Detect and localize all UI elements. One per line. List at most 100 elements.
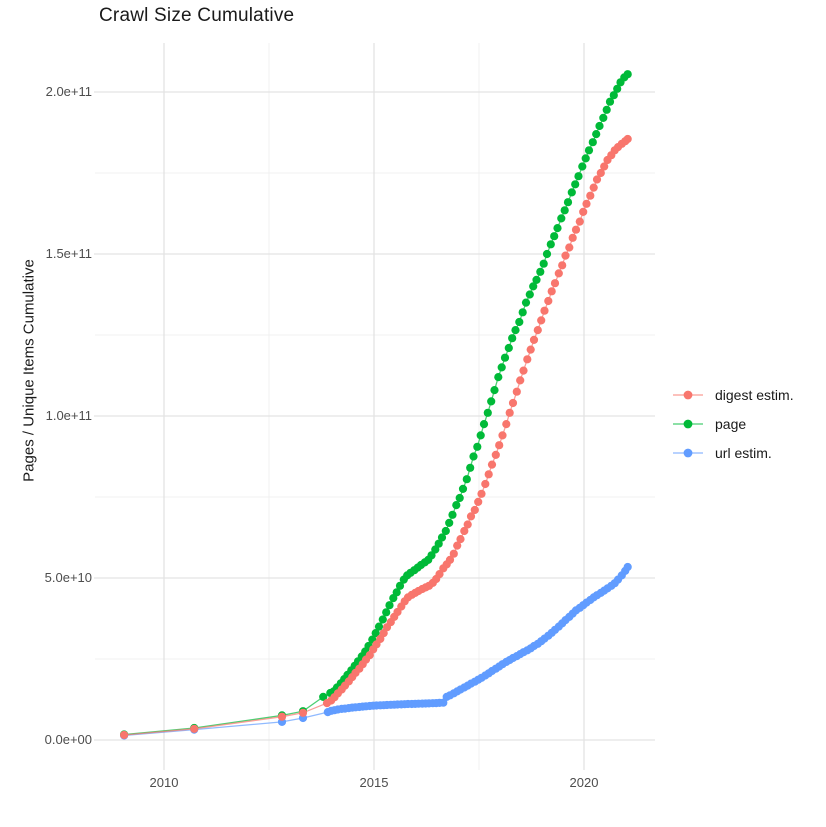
x-tick-label: 2010 [149,775,179,790]
data-point [547,287,556,296]
data-point [596,168,605,178]
data-point [519,366,528,375]
data-point [623,70,632,79]
data-point [441,526,450,536]
data-point [537,316,546,325]
data-point [484,470,493,479]
data-point [605,97,615,106]
data-point [550,279,560,288]
data-point [491,450,500,459]
data-point [476,431,485,440]
data-point [586,191,595,200]
data-point [568,233,577,242]
data-point [463,520,472,529]
data-point [550,232,559,241]
data-point [505,408,514,417]
data-point [574,172,583,181]
data-point [298,708,308,717]
data-point [567,188,576,197]
data-point [487,397,496,406]
data-point [563,198,573,207]
data-point [502,420,511,429]
data-point [427,551,436,560]
data-point [374,622,384,631]
data-point [453,541,462,550]
data-point [579,207,588,216]
legend-key-url-icon [673,448,703,457]
data-point [462,475,471,484]
data-point [395,581,405,590]
y-tick-label: 1.5e+11 [45,246,92,261]
series-page [120,70,632,739]
data-point [544,296,553,306]
data-point [382,608,391,617]
y-tick-label: 5.0e+10 [44,570,92,585]
data-point [495,441,504,450]
data-point [448,510,457,519]
data-point [481,479,490,489]
data-point [546,240,555,249]
data-point [588,138,597,147]
data-point [508,334,517,343]
data-point [599,113,608,122]
data-point [378,615,387,624]
data-point [434,539,443,548]
data-point [523,355,532,364]
data-point [392,588,401,597]
data-point [532,275,541,284]
data-point [571,225,581,234]
data-point [470,505,479,515]
data-point [466,512,476,521]
data-point [371,629,380,638]
data-point [494,373,503,382]
data-point [561,251,570,260]
data-point [553,224,562,233]
data-point [529,335,539,344]
data-point [120,730,129,740]
data-point [560,206,569,215]
data-point [498,431,507,440]
data-point [456,535,465,544]
data-point [592,175,602,184]
data-point [595,121,604,131]
data-point [477,489,486,498]
legend-key-digest-icon [673,390,703,399]
data-point [589,183,598,192]
data-point [521,298,531,307]
data-point [558,261,567,270]
data-point [445,518,454,528]
data-point [449,549,458,558]
data-point [277,712,287,721]
data-point [602,105,611,114]
legend-key-page-icon [673,419,703,428]
data-point [479,420,489,429]
series-url-estim [120,562,632,740]
x-tick-label: 2015 [359,775,389,790]
y-tick-label: 1.0e+11 [45,408,92,423]
data-point [516,376,525,385]
x-tick-label: 2020 [569,775,599,790]
y-tick-label: 2.0e+11 [45,84,92,99]
data-point [518,308,527,317]
data-point [529,282,538,291]
data-point [539,259,548,268]
legend-item-digest-estim: digest estim. [670,380,794,409]
data-point [581,154,590,163]
data-point [613,84,622,93]
data-point [609,91,618,100]
legend-label: digest estim. [715,386,794,403]
data-point [504,343,513,353]
data-point [565,243,574,252]
data-point [435,570,444,579]
series-digest-estim [120,134,632,740]
data-point [508,398,518,408]
data-point [190,724,199,733]
data-point [540,306,549,315]
legend-item-page: page [670,409,794,438]
data-point [474,497,483,506]
chart-title: Crawl Size Cumulative [99,5,295,26]
data-point [592,130,601,139]
data-point [582,199,591,208]
data-point [500,353,510,362]
